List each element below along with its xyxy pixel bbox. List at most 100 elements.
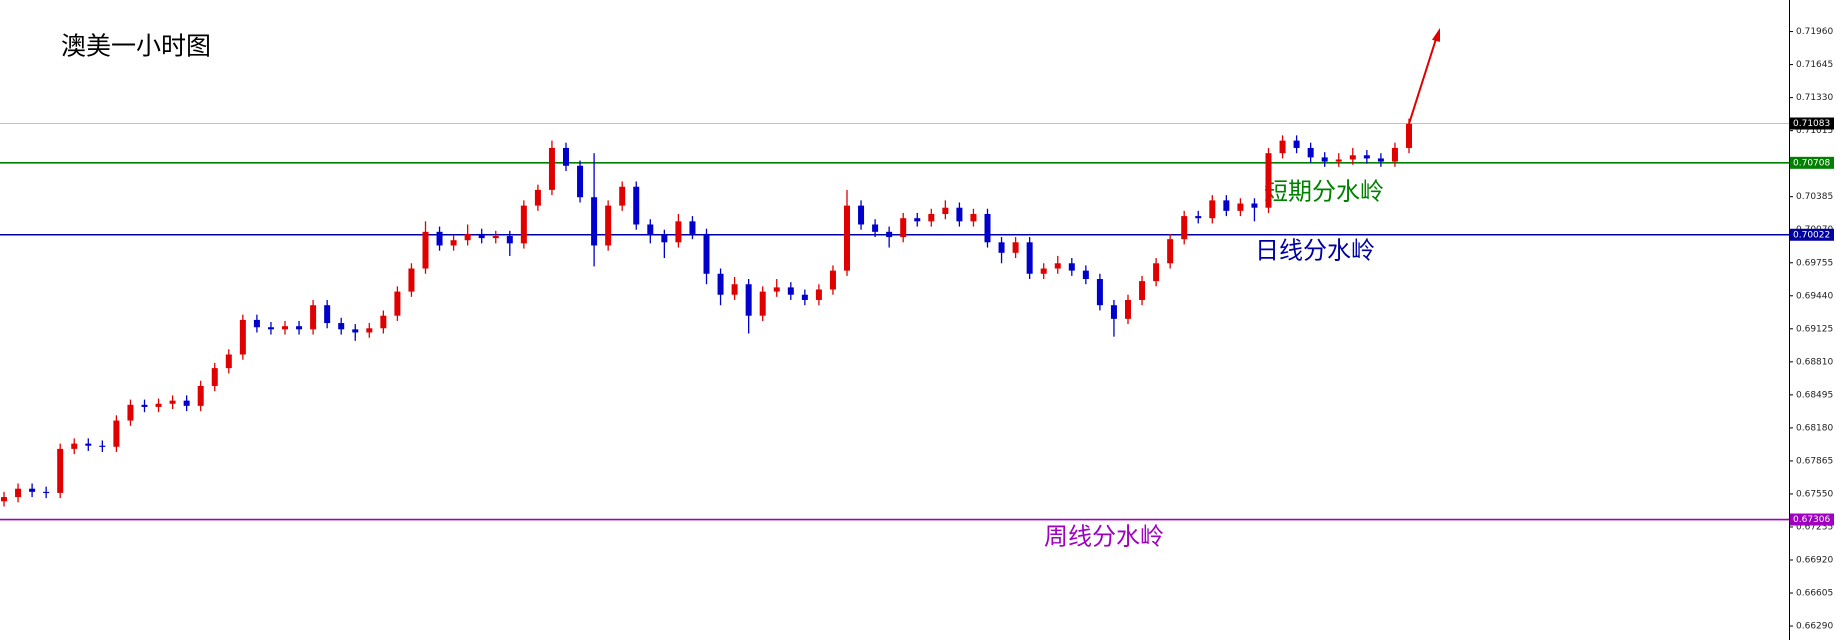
candle-body <box>352 329 359 333</box>
candle-body <box>661 234 668 243</box>
candle-body <box>113 420 120 447</box>
candle-body <box>731 284 738 295</box>
candle-body <box>1012 242 1019 253</box>
candle-body <box>1363 155 1370 159</box>
candle-body <box>43 491 50 494</box>
candle-body <box>492 236 499 239</box>
level-label: 周线分水岭 <box>1044 523 1164 551</box>
y-tick-label: 0.66920 <box>1796 556 1833 566</box>
candle-body <box>1406 123 1412 148</box>
candle-body <box>1209 200 1216 219</box>
candle-body <box>858 205 865 225</box>
current-price-text: 0.71083 <box>1793 119 1830 129</box>
candle-body <box>647 224 654 235</box>
y-tick-label: 0.69755 <box>1796 258 1833 268</box>
candle-body <box>703 233 710 274</box>
candle-body <box>239 319 246 355</box>
candle-body <box>436 231 443 246</box>
candle-body <box>1026 242 1033 274</box>
candle-body <box>1391 147 1398 162</box>
candle-body <box>57 448 64 493</box>
candle-body <box>1377 158 1384 162</box>
candle-body <box>759 291 766 316</box>
y-tick-label: 0.69440 <box>1796 291 1833 301</box>
level-label: 日线分水岭 <box>1255 237 1375 265</box>
candle-body <box>1307 147 1314 158</box>
candle-body <box>169 400 176 404</box>
y-tick-label: 0.67235 <box>1796 522 1833 532</box>
candle-body <box>1167 239 1174 264</box>
candle-body <box>675 221 682 243</box>
candle-body <box>1125 299 1131 319</box>
candle-body <box>324 305 331 324</box>
candle-body <box>984 213 991 243</box>
candle-body <box>127 404 134 421</box>
y-tick-label: 0.66290 <box>1796 622 1833 632</box>
candle-body <box>1293 140 1300 148</box>
forecast-arrow <box>1408 35 1438 125</box>
forecast-arrowhead <box>1432 27 1440 42</box>
candle-body <box>296 326 303 330</box>
y-tick-label: 0.68180 <box>1796 423 1833 433</box>
candle-body <box>1181 216 1188 240</box>
candle-body <box>534 189 541 206</box>
candle-body <box>619 186 626 206</box>
level-price-box <box>1790 513 1834 526</box>
candle-body <box>1223 200 1230 211</box>
candle-body <box>1265 153 1272 208</box>
candle-body <box>85 443 92 446</box>
candle-body <box>942 207 949 214</box>
candle-body <box>717 273 724 295</box>
candle-body <box>394 291 401 316</box>
candle-body <box>464 233 471 241</box>
y-tick-label: 0.68810 <box>1796 357 1833 367</box>
y-tick-label: 0.67865 <box>1796 456 1833 466</box>
candle-body <box>267 327 274 330</box>
candles <box>1 118 1412 507</box>
candle-body <box>366 328 373 333</box>
candle-body <box>1321 157 1328 162</box>
candle-body <box>773 287 780 292</box>
level-price-box <box>1790 156 1834 169</box>
candle-body <box>99 445 106 447</box>
candle-body <box>183 400 190 406</box>
candle-body <box>633 186 640 225</box>
candle-body <box>1068 263 1075 271</box>
candle-body <box>408 268 415 292</box>
candle-body <box>1335 159 1342 162</box>
candle-body <box>1054 263 1061 269</box>
candle-body <box>15 488 22 498</box>
candle-body <box>211 368 218 386</box>
y-tick-label: 0.68495 <box>1796 390 1833 400</box>
candle-body <box>815 289 822 300</box>
candle-body <box>1279 140 1286 154</box>
candle-body <box>1040 268 1047 274</box>
candle-body <box>577 165 584 198</box>
candle-body <box>1195 216 1202 219</box>
candle-body <box>225 354 232 369</box>
candle-body <box>591 197 598 246</box>
candle-body <box>1082 270 1089 280</box>
current-price-box <box>1790 117 1834 130</box>
y-tick-label: 0.70385 <box>1796 192 1833 202</box>
candle-body <box>886 231 893 238</box>
candle-body <box>422 231 429 269</box>
candle-body <box>689 221 696 234</box>
candle-body <box>844 205 850 271</box>
candle-body <box>1349 155 1356 160</box>
candle-body <box>1237 203 1244 211</box>
candle-body <box>506 236 513 244</box>
y-tick-label: 0.69125 <box>1796 324 1833 334</box>
candle-body <box>1110 305 1117 319</box>
candle-body <box>900 218 907 238</box>
candle-body <box>563 147 569 166</box>
candle-body <box>141 404 148 407</box>
candle-body <box>282 326 288 330</box>
candle-body <box>872 224 879 232</box>
level-label: 短期分水岭 <box>1264 178 1384 206</box>
candle-body <box>548 147 555 190</box>
candle-body <box>1153 263 1160 282</box>
